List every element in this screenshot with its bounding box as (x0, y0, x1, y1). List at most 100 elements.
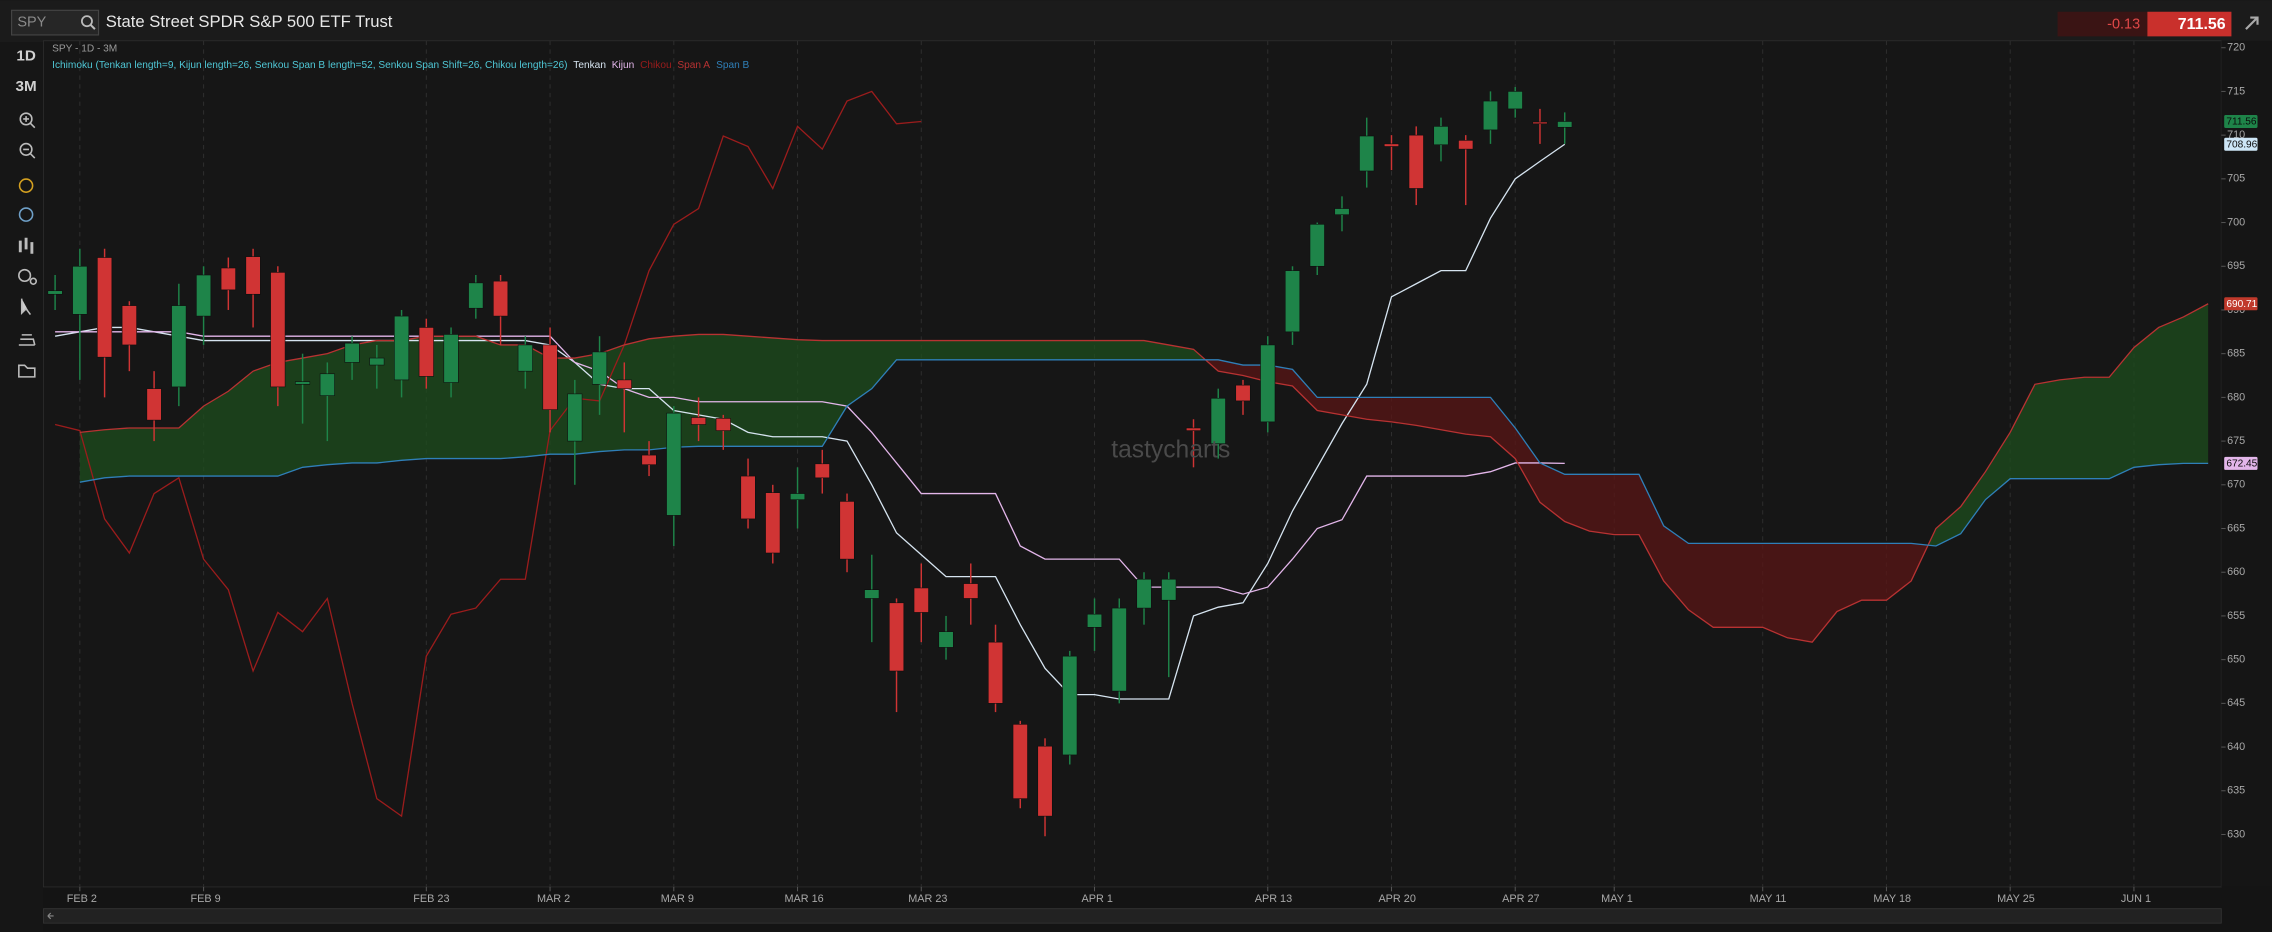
price-label: 711.56 (2226, 117, 2257, 128)
price-box (2147, 11, 2232, 37)
search-box[interactable] (11, 9, 100, 36)
indicator-line (79, 359, 2209, 547)
symbol-title: State Street SPDR S&P 500 ETF Trust (106, 12, 393, 31)
y-tick-label: 695 (2227, 260, 2245, 272)
price-label: 690.71 (2226, 299, 2257, 310)
settings-icon-small (29, 277, 38, 285)
scroll-left[interactable] (47, 912, 54, 920)
candle-body (715, 418, 731, 431)
scrollbar[interactable] (43, 908, 2222, 924)
drawings-icon[interactable] (18, 207, 34, 222)
candle-body (1111, 607, 1127, 692)
candle-body (1136, 578, 1152, 609)
candle-body (740, 475, 756, 520)
y-tick-label: 720 (2227, 42, 2245, 54)
popout-icon[interactable] (2245, 16, 2259, 30)
change-box (2057, 11, 2148, 37)
legend-entry: Span A (677, 60, 710, 71)
price-label: 708.96 (2226, 139, 2257, 150)
candle-body (72, 265, 88, 315)
candle-body (938, 631, 954, 648)
candle-body (443, 334, 459, 383)
indicator-line (54, 90, 922, 818)
x-tick-label: MAR 23 (908, 893, 947, 905)
candle-body (765, 492, 781, 554)
candle-body (641, 454, 657, 465)
studies-icon[interactable] (18, 178, 34, 193)
candle-body (1557, 121, 1573, 128)
range-button[interactable]: 3M (16, 78, 37, 95)
candle-body (1359, 135, 1375, 172)
y-tick-label: 715 (2227, 85, 2245, 97)
last-price: 711.56 (2178, 16, 2226, 33)
y-tick-label: 670 (2227, 479, 2245, 491)
candle-body (418, 327, 434, 377)
candle-body (814, 463, 830, 479)
toolbar-icons (18, 112, 38, 378)
search-text: SPY (17, 14, 46, 30)
candle-body (1161, 578, 1177, 601)
candle-body (121, 305, 137, 346)
toolbar (0, 42, 44, 932)
candle-body (1482, 100, 1499, 131)
x-tick-label: MAR 2 (537, 893, 570, 905)
chart-subtitle: SPY - 1D - 3M (52, 43, 117, 54)
y-tick-label: 700 (2227, 216, 2245, 228)
candle-body (864, 589, 880, 599)
y-tick-label: 665 (2227, 522, 2245, 534)
x-tick-label: FEB 2 (67, 893, 97, 905)
y-tick-label: 645 (2227, 697, 2245, 709)
x-tick-label: MAY 18 (1873, 893, 1911, 905)
candle-body (1012, 724, 1028, 799)
legend-entry: Span B (716, 60, 749, 71)
zoom-in-icon[interactable] (19, 112, 33, 126)
candle-body (987, 641, 1004, 704)
candle-body (468, 282, 484, 309)
search-icon[interactable] (80, 15, 93, 28)
candle-body (790, 493, 806, 500)
y-tick-label: 685 (2227, 348, 2245, 360)
zoom-in-glyph (23, 116, 36, 129)
indicator-line (79, 303, 2209, 643)
zoom-out-glyph (23, 148, 36, 159)
interval-button[interactable]: 1D (16, 48, 35, 65)
candle-body (146, 388, 162, 421)
top-bar (0, 0, 2272, 43)
candle-body (1334, 208, 1350, 215)
watermark: tastycharts (1111, 436, 1230, 463)
candle-body (319, 373, 335, 396)
x-tick-label: FEB 9 (191, 893, 221, 905)
chart-style-icon[interactable] (18, 237, 34, 254)
x-tick-label: APR 27 (1502, 893, 1539, 905)
x-tick-label: MAY 11 (1750, 893, 1787, 905)
layers-icon[interactable] (18, 334, 36, 346)
x-tick-label: APR 1 (1081, 893, 1112, 905)
y-tick-label: 650 (2227, 654, 2245, 666)
candle-body (1532, 121, 1548, 125)
candle-body (517, 344, 533, 372)
candle-body (1408, 134, 1424, 189)
folder-icon[interactable] (18, 364, 36, 378)
candle-body (1260, 344, 1276, 423)
candle-body (97, 257, 113, 358)
candle-body (1235, 384, 1251, 402)
candle-body (493, 280, 509, 317)
cursor-icon[interactable] (20, 298, 32, 316)
candle-body (369, 357, 385, 366)
candle-body (1210, 397, 1226, 445)
y-tick-label: 660 (2227, 566, 2245, 578)
plot-area (43, 40, 2222, 888)
price-label-box (2224, 456, 2258, 470)
cloud-bearish (1205, 359, 1929, 643)
candle-body (220, 267, 236, 291)
y-tick-label: 640 (2227, 741, 2245, 753)
price-label-box (2224, 137, 2258, 151)
candle-body (913, 587, 929, 613)
x-tick-label: MAR 16 (784, 893, 823, 905)
x-tick-label: JUN 1 (2121, 893, 2151, 905)
indicator-line (55, 331, 1565, 595)
settings-icon[interactable] (18, 268, 32, 283)
legend-entry: Kijun (612, 60, 635, 71)
zoom-out-icon[interactable] (19, 142, 33, 156)
